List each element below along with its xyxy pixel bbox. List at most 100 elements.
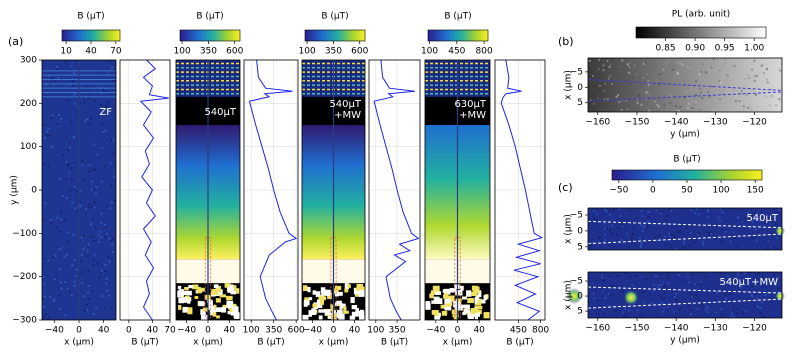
pl-noise — [774, 59, 777, 62]
map-noise — [87, 206, 90, 209]
pl-noise — [633, 64, 636, 67]
b-noise — [751, 295, 754, 298]
b-noise — [635, 216, 638, 219]
map-noise — [59, 281, 62, 284]
map-noise — [92, 313, 95, 316]
b-noise — [643, 301, 646, 304]
b-noise — [750, 294, 753, 297]
map-noise — [104, 306, 107, 309]
b-noise — [736, 312, 739, 315]
b-noise — [628, 275, 631, 278]
pl-noise — [705, 102, 708, 105]
pl-noise — [694, 102, 697, 105]
map-noise — [60, 287, 63, 290]
map-blob — [476, 312, 480, 317]
colorbar-label: B (µT) — [321, 12, 348, 22]
map-noise — [106, 232, 109, 235]
annotation: 540µT — [204, 107, 236, 118]
map-noise — [104, 129, 107, 132]
map-noise — [68, 141, 71, 144]
map-blob — [353, 287, 359, 295]
b-noise — [707, 232, 710, 235]
map-noise — [104, 226, 107, 229]
x-tick-label: 40 — [98, 326, 110, 336]
map-blob — [229, 307, 233, 313]
b-noise — [776, 276, 779, 279]
map-noise — [93, 206, 96, 209]
b-noise — [736, 308, 739, 311]
map-blob — [187, 307, 193, 315]
b-noise — [674, 298, 677, 301]
map-blob — [320, 287, 326, 293]
map-noise — [65, 99, 68, 102]
y-tick-label: 5 — [577, 307, 583, 317]
map-noise — [63, 256, 66, 259]
map-blob — [344, 288, 349, 293]
map-noise — [69, 83, 72, 86]
map-blob — [483, 312, 491, 319]
pl-noise — [648, 109, 651, 112]
b-noise — [730, 315, 733, 318]
b-noise — [660, 295, 663, 298]
b-noise — [690, 209, 693, 212]
b-noise — [591, 242, 594, 245]
b-noise — [662, 302, 665, 305]
b-noise — [691, 273, 694, 276]
b-noise — [762, 315, 765, 318]
map-noise — [71, 80, 74, 83]
map-blob — [302, 314, 309, 321]
map-blob — [349, 315, 356, 321]
pl-noise — [718, 66, 721, 69]
b-noise — [737, 208, 740, 211]
map-blob — [182, 306, 189, 313]
map-noise — [88, 203, 91, 206]
b-noise — [632, 227, 635, 230]
pl-noise — [619, 100, 622, 103]
b-noise — [648, 209, 651, 212]
map-blob — [226, 295, 233, 301]
b-noise — [602, 279, 605, 282]
pl-noise — [640, 103, 643, 106]
map-noise — [60, 218, 63, 221]
pl-noise — [694, 101, 697, 104]
map-blob — [483, 295, 488, 301]
b-noise — [766, 247, 769, 250]
map-noise — [68, 146, 71, 149]
b-noise — [755, 283, 758, 286]
map-noise — [47, 127, 50, 130]
b-noise — [756, 297, 759, 300]
x-tick-label: 70 — [164, 326, 176, 336]
map-blob — [435, 291, 442, 295]
map-noise — [57, 248, 60, 251]
b-noise — [662, 298, 665, 301]
b-noise — [767, 246, 770, 249]
map-noise — [60, 117, 63, 120]
colorbar-tick-label: 10 — [60, 47, 72, 57]
pl-noise — [685, 90, 688, 93]
x-axis-label: x (µm) — [64, 338, 94, 348]
pl-noise — [682, 79, 685, 82]
map-blob — [227, 310, 234, 315]
b-noise — [710, 233, 713, 236]
map-noise — [106, 107, 109, 110]
b-noise — [778, 208, 781, 211]
annotation: 540µT — [329, 99, 361, 110]
colorbar — [179, 29, 241, 42]
pl-noise — [603, 98, 606, 101]
map-blob — [470, 307, 478, 315]
annotation: ZF — [99, 107, 112, 118]
pl-noise — [656, 104, 659, 107]
b-noise — [667, 282, 670, 285]
colorbar — [635, 26, 767, 39]
b-noise — [688, 281, 691, 284]
map-noise — [100, 180, 103, 183]
map-noise — [64, 134, 67, 137]
b-noise — [751, 285, 754, 288]
colorbar-tick-label: 0.90 — [685, 44, 705, 54]
b-noise — [719, 208, 722, 211]
b-noise — [601, 276, 604, 279]
b-noise — [768, 246, 771, 249]
map-blob — [181, 290, 188, 296]
map-noise — [71, 202, 74, 205]
map-blob — [202, 307, 209, 312]
